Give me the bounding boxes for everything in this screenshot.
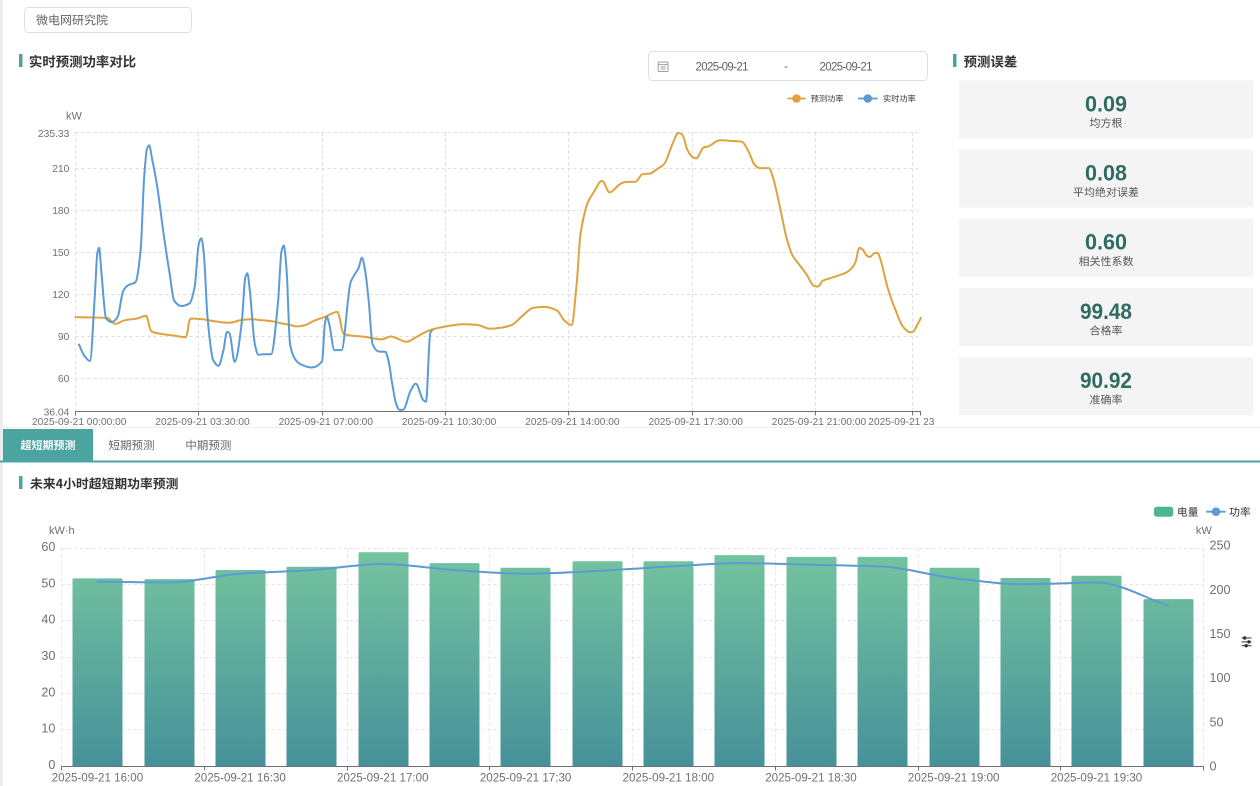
svg-text:200: 200 — [1210, 583, 1231, 597]
svg-text:40: 40 — [41, 613, 55, 627]
svg-text:36.04: 36.04 — [44, 407, 70, 418]
svg-text:180: 180 — [52, 206, 69, 217]
svg-text:2025-09-21 07:00:00: 2025-09-21 07:00:00 — [279, 416, 374, 428]
svg-text:2025-09-21 21:00:00: 2025-09-21 21:00:00 — [772, 416, 867, 428]
svg-text:2025-09-21 17:30: 2025-09-21 17:30 — [480, 771, 572, 784]
svg-text:235.33: 235.33 — [38, 129, 70, 140]
svg-text:2025-09-21 16:00: 2025-09-21 16:00 — [52, 771, 144, 784]
svg-text:50: 50 — [1210, 715, 1224, 729]
svg-text:2025-09-21 18:00: 2025-09-21 18:00 — [623, 771, 715, 784]
svg-text:2025-09-21 00:00:00: 2025-09-21 00:00:00 — [32, 416, 127, 428]
svg-text:0: 0 — [1210, 760, 1217, 774]
svg-text:2025-09-21: 2025-09-21 — [696, 61, 749, 73]
svg-text:0: 0 — [48, 758, 55, 772]
svg-text:kW·h: kW·h — [49, 525, 75, 537]
svg-text:2025-09-21 16:30: 2025-09-21 16:30 — [194, 771, 286, 784]
svg-text:60: 60 — [58, 374, 70, 385]
svg-text:210: 210 — [52, 164, 69, 175]
svg-text:10: 10 — [41, 722, 55, 736]
svg-text:2025-09-21 18:30: 2025-09-21 18:30 — [765, 771, 857, 784]
svg-text:0.08: 0.08 — [1085, 161, 1127, 186]
svg-text:90: 90 — [58, 332, 70, 343]
svg-text:20: 20 — [41, 685, 55, 699]
svg-text:-: - — [784, 61, 788, 73]
svg-text:2025-09-21 19:00: 2025-09-21 19:00 — [908, 771, 1000, 784]
svg-text:150: 150 — [1210, 627, 1231, 641]
svg-text:kW: kW — [1196, 525, 1213, 537]
svg-text:0.09: 0.09 — [1085, 91, 1127, 116]
svg-text:30: 30 — [41, 649, 55, 663]
svg-text:2025-09-21 17:00: 2025-09-21 17:00 — [337, 771, 429, 784]
svg-text:120: 120 — [52, 290, 69, 301]
svg-text:2025-09-21 14:00:00: 2025-09-21 14:00:00 — [525, 416, 620, 428]
svg-text:250: 250 — [1210, 539, 1231, 553]
svg-text:2025-09-21 17:30:00: 2025-09-21 17:30:00 — [649, 416, 744, 428]
svg-text:50: 50 — [41, 576, 55, 590]
svg-text:100: 100 — [1210, 671, 1231, 685]
svg-text:2025-09-21 19:30: 2025-09-21 19:30 — [1051, 771, 1143, 784]
svg-text:2025-09-21 10:30:00: 2025-09-21 10:30:00 — [402, 416, 497, 428]
svg-text:90.92: 90.92 — [1080, 368, 1132, 393]
svg-text:2025-09-21 23:45:00: 2025-09-21 23:45:00 — [868, 416, 963, 428]
svg-text:150: 150 — [52, 248, 69, 259]
svg-text:60: 60 — [41, 540, 55, 554]
svg-text:99.48: 99.48 — [1080, 299, 1132, 324]
svg-text:kW: kW — [66, 111, 83, 123]
svg-text:2025-09-21 03:30:00: 2025-09-21 03:30:00 — [155, 416, 250, 428]
svg-text:0.60: 0.60 — [1085, 230, 1127, 255]
svg-text:2025-09-21: 2025-09-21 — [820, 61, 873, 73]
